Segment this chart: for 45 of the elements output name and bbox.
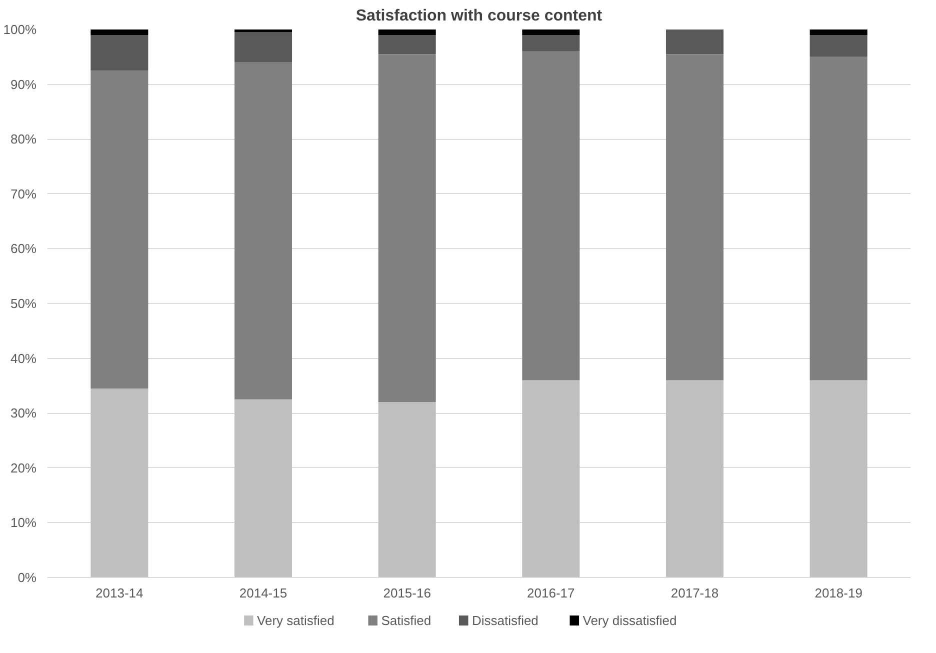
bar <box>666 30 724 54</box>
y-tick-label: 70% <box>10 186 37 202</box>
y-tick-label: 30% <box>10 406 37 421</box>
bar <box>666 54 724 380</box>
y-tick-label: 10% <box>10 515 37 530</box>
bar <box>378 34 436 54</box>
bar <box>810 380 868 578</box>
x-tick-label: 2014-15 <box>239 586 288 600</box>
bar <box>90 70 148 388</box>
legend-label: Very satisfied <box>257 613 334 628</box>
bar <box>378 402 436 578</box>
y-tick-label: 50% <box>10 296 37 311</box>
bar <box>90 34 148 71</box>
x-tick-label: 2016-17 <box>527 586 575 600</box>
bar <box>522 51 580 380</box>
bar <box>810 56 868 380</box>
bar <box>234 62 292 400</box>
x-tick-label: 2018-19 <box>814 586 862 600</box>
bar <box>810 30 868 35</box>
bar <box>378 30 436 35</box>
y-tick-label: 100% <box>3 22 37 37</box>
y-tick-label: 60% <box>10 241 37 256</box>
bar <box>234 32 292 62</box>
legend-label: Very dissatisfied <box>582 613 677 628</box>
bar <box>810 34 868 57</box>
legend-label: Satisfied <box>381 613 432 628</box>
x-tick-label: 2013-14 <box>96 586 144 600</box>
bar <box>90 30 148 35</box>
y-tick-label: 40% <box>10 350 37 366</box>
y-tick-label: 20% <box>10 460 37 476</box>
bar <box>522 380 580 578</box>
x-tick-label: 2015-16 <box>383 586 431 600</box>
bar <box>522 30 580 35</box>
bar <box>522 34 580 52</box>
chart-title: Satisfaction with course content <box>356 8 603 24</box>
y-tick-label: 80% <box>10 132 37 147</box>
legend-label: Dissatisfied <box>472 613 538 628</box>
bar <box>378 54 436 402</box>
bar <box>90 388 148 578</box>
y-tick-label: 90% <box>10 76 37 92</box>
bar <box>234 30 292 32</box>
bar <box>666 380 724 578</box>
x-tick-label: 2017-18 <box>670 586 719 600</box>
y-tick-label: 0% <box>18 570 37 585</box>
bar <box>234 399 292 578</box>
